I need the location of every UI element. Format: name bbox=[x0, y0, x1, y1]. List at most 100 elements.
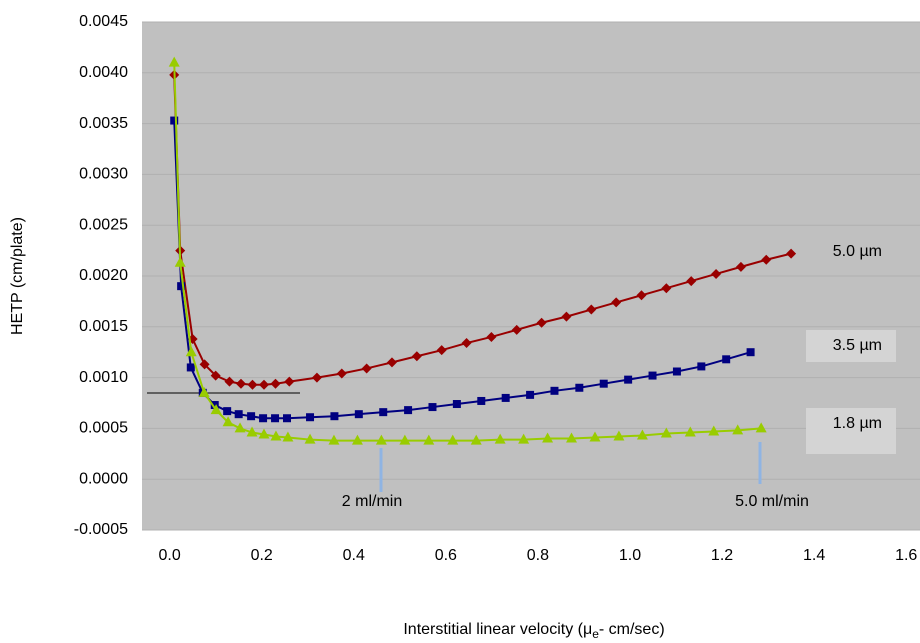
marker bbox=[336, 368, 347, 379]
marker bbox=[636, 290, 647, 301]
series-label: 5.0 µm bbox=[833, 243, 882, 260]
marker bbox=[379, 408, 388, 417]
x-axis-title-sub: e bbox=[592, 627, 599, 641]
x-tick-label: 0.8 bbox=[527, 547, 549, 564]
marker bbox=[589, 431, 601, 442]
y-axis-title: HETP (cm/plate) bbox=[9, 217, 26, 335]
marker bbox=[686, 276, 697, 287]
marker bbox=[732, 424, 744, 435]
marker bbox=[271, 414, 280, 423]
x-axis-title-part: - cm/sec) bbox=[599, 621, 665, 638]
marker bbox=[684, 426, 696, 437]
marker bbox=[613, 430, 625, 441]
marker bbox=[258, 428, 270, 439]
marker bbox=[755, 422, 767, 433]
marker bbox=[328, 434, 340, 445]
marker bbox=[235, 378, 246, 389]
marker bbox=[697, 362, 706, 371]
x-tick-label: 1.6 bbox=[895, 547, 917, 564]
series-label: 3.5 µm bbox=[833, 337, 882, 354]
marker bbox=[234, 422, 246, 433]
x-tick-label: 1.2 bbox=[711, 547, 733, 564]
marker bbox=[259, 414, 268, 423]
marker bbox=[199, 359, 210, 370]
marker bbox=[599, 379, 608, 388]
x-tick-label: 0.0 bbox=[158, 547, 180, 564]
marker bbox=[447, 434, 459, 445]
marker bbox=[746, 348, 755, 357]
marker bbox=[722, 355, 731, 364]
marker bbox=[247, 412, 256, 421]
x-tick-label: 0.2 bbox=[251, 547, 273, 564]
marker bbox=[660, 427, 672, 438]
y-tick-label: 0.0010 bbox=[79, 369, 128, 386]
marker bbox=[550, 386, 559, 395]
marker bbox=[284, 376, 295, 387]
marker bbox=[486, 331, 497, 342]
marker bbox=[494, 433, 506, 444]
marker bbox=[330, 412, 339, 421]
marker bbox=[411, 351, 422, 362]
x-axis-title: Interstitial linear velocity (μe- cm/sec… bbox=[403, 621, 664, 641]
marker bbox=[210, 370, 221, 381]
x-axis-title-part: Interstitial linear velocity (μ bbox=[403, 621, 592, 638]
marker bbox=[404, 406, 413, 415]
marker bbox=[542, 432, 554, 443]
marker bbox=[526, 390, 535, 399]
marker bbox=[672, 367, 681, 376]
marker bbox=[282, 431, 294, 442]
marker bbox=[198, 386, 210, 397]
marker bbox=[461, 338, 472, 349]
y-tick-label: 0.0020 bbox=[79, 267, 128, 284]
annotation: 5.0 ml/min bbox=[735, 493, 809, 510]
marker bbox=[311, 372, 322, 383]
marker bbox=[711, 268, 722, 279]
marker bbox=[786, 248, 797, 259]
marker bbox=[234, 410, 243, 419]
marker bbox=[283, 414, 292, 423]
marker bbox=[399, 434, 411, 445]
marker bbox=[354, 410, 363, 419]
marker bbox=[246, 426, 258, 437]
marker bbox=[436, 345, 447, 356]
marker bbox=[648, 371, 657, 380]
marker bbox=[518, 433, 530, 444]
marker bbox=[222, 416, 234, 427]
marker bbox=[224, 376, 235, 387]
y-tick-label: 0.0040 bbox=[79, 64, 128, 81]
y-tick-label: -0.0005 bbox=[74, 521, 128, 538]
marker bbox=[210, 404, 222, 415]
series-label: 1.8 µm bbox=[833, 415, 882, 432]
label-box bbox=[806, 408, 896, 454]
y-tick-label: 0.0035 bbox=[79, 115, 128, 132]
marker bbox=[470, 434, 482, 445]
marker bbox=[351, 434, 363, 445]
y-tick-label: 0.0000 bbox=[79, 470, 128, 487]
marker bbox=[185, 346, 197, 357]
marker bbox=[761, 254, 772, 265]
marker bbox=[423, 434, 435, 445]
x-tick-label: 0.6 bbox=[435, 547, 457, 564]
marker bbox=[661, 283, 672, 294]
marker bbox=[247, 379, 258, 390]
marker bbox=[270, 430, 282, 441]
annotation: 2 ml/min bbox=[342, 493, 402, 510]
marker bbox=[611, 297, 622, 308]
marker bbox=[586, 304, 597, 315]
marker bbox=[304, 433, 316, 444]
marker bbox=[566, 432, 578, 443]
x-tick-label: 1.4 bbox=[803, 547, 825, 564]
marker bbox=[477, 396, 486, 405]
marker bbox=[452, 400, 461, 409]
y-tick-label: 0.0030 bbox=[79, 166, 128, 183]
y-tick-label: 0.0025 bbox=[79, 216, 128, 233]
marker bbox=[375, 434, 387, 445]
marker bbox=[270, 378, 281, 389]
grid bbox=[142, 21, 920, 531]
y-tick-label: 0.0015 bbox=[79, 318, 128, 335]
label-box bbox=[806, 330, 896, 362]
marker bbox=[361, 363, 372, 374]
marker bbox=[258, 379, 269, 390]
marker bbox=[174, 256, 186, 267]
